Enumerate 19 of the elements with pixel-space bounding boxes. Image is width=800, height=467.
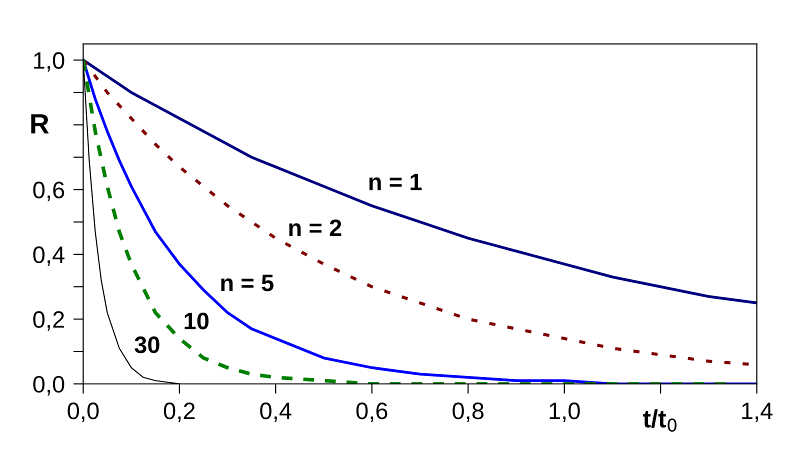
y-tick-label: 1,0 <box>34 52 64 72</box>
annotation: n = 5 <box>221 274 274 292</box>
annotation: 30 <box>134 336 160 354</box>
x-tick-label: 0,8 <box>452 402 484 422</box>
y-tick-label: 0,0 <box>33 376 64 396</box>
annotation: n = 2 <box>289 219 342 236</box>
y-tick-label: 0,4 <box>33 246 64 266</box>
x-tick-label: 0,4 <box>260 402 292 422</box>
annotation: n = 1 <box>369 174 422 190</box>
y-tick-label: 0,2 <box>33 311 64 331</box>
annotation: 10 <box>184 312 209 330</box>
x-axis-title: t/t$_{0}$ <box>643 409 677 432</box>
x-tick-label: 0,0 <box>68 402 99 422</box>
y-axis-title: R <box>31 114 49 134</box>
x-tick-label: 1,0 <box>550 402 580 422</box>
x-tick-label: 1,4 <box>742 402 773 422</box>
x-tick-label: 0,6 <box>356 402 388 422</box>
x-tick-label: 0,2 <box>164 402 195 422</box>
y-tick-label: 0,6 <box>33 182 64 202</box>
